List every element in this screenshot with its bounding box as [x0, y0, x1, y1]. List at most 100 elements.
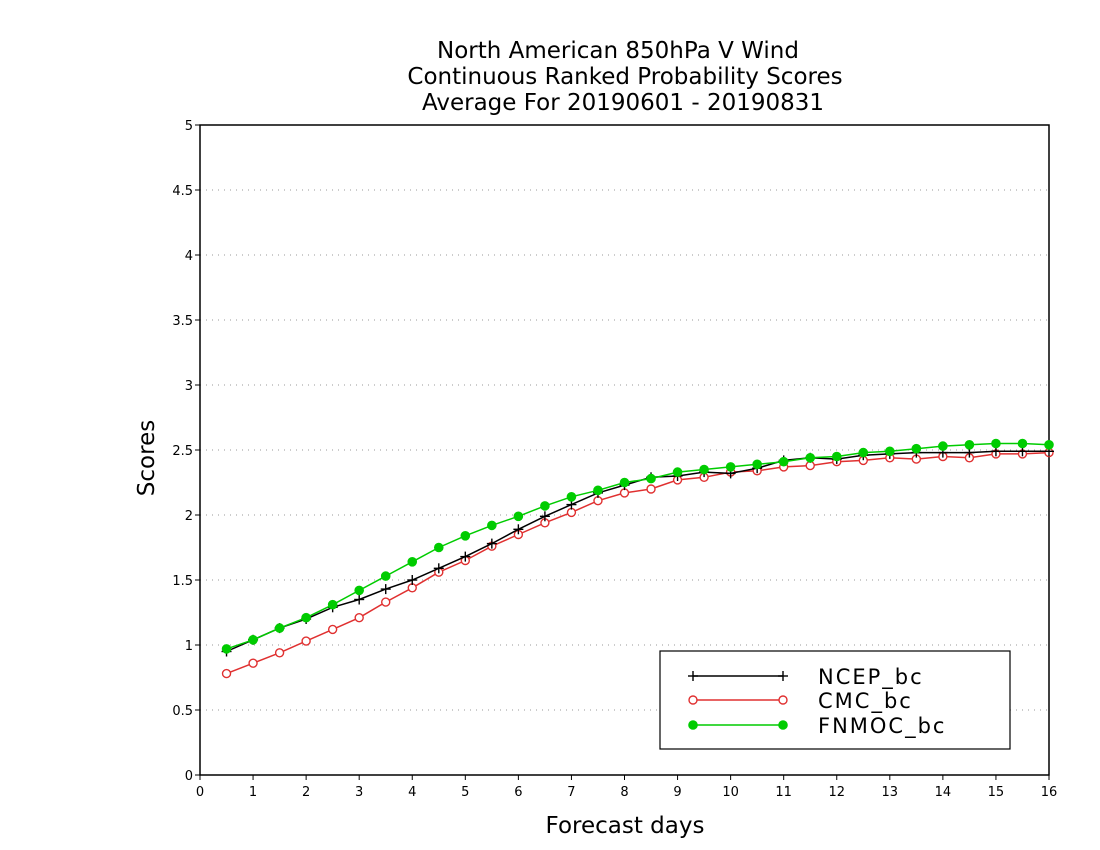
legend-item-FNMOC_bc: FNMOC_bc	[688, 714, 944, 739]
data-point	[911, 443, 922, 454]
legend-item-NCEP_bc: NCEP_bc	[688, 665, 924, 690]
data-point	[938, 441, 948, 451]
data-point	[460, 531, 471, 541]
y-tick-label: 3.5	[172, 314, 193, 329]
data-point	[381, 597, 391, 607]
x-tick-label: 2	[302, 785, 310, 800]
data-point	[566, 507, 577, 518]
y-tick-label: 0.5	[172, 704, 193, 719]
series-line	[226, 442, 1050, 650]
data-point	[221, 644, 232, 654]
data-point	[460, 551, 471, 562]
x-tick-label: 14	[935, 785, 952, 800]
data-point	[566, 492, 577, 502]
y-axis-label: Scores	[134, 420, 160, 496]
x-tick-label: 12	[828, 785, 845, 800]
data-point	[1044, 440, 1054, 450]
data-point	[672, 467, 683, 477]
chart-title-line-2: Continuous Ranked Probability Scores	[407, 64, 842, 90]
y-tick-label: 1.5	[172, 574, 193, 589]
data-point	[593, 496, 603, 506]
data-point	[540, 501, 550, 511]
data-point	[646, 484, 656, 494]
series-line	[226, 451, 1050, 675]
x-tick-label: 8	[620, 785, 628, 800]
y-tick-label: 1	[185, 639, 193, 654]
data-point	[831, 451, 842, 462]
y-tick-label: 2	[185, 509, 193, 524]
data-point	[991, 438, 1001, 449]
data-point	[646, 473, 656, 484]
x-tick-label: 3	[355, 785, 363, 800]
data-point	[274, 623, 285, 633]
data-point	[327, 624, 338, 635]
data-point	[380, 571, 391, 581]
data-point	[513, 524, 524, 535]
chart-title-line-3: Average For 20190601 - 20190831	[422, 90, 824, 116]
series-FNMOC_bc	[221, 438, 1054, 654]
data-point	[301, 612, 311, 623]
chart-title-line-1: North American 850hPa V Wind	[437, 38, 799, 64]
y-axis: 0 0.5 1 1.5 2 2.5 3 3.5 4 4.5 5	[172, 119, 200, 784]
x-tick-label: 15	[988, 785, 1005, 800]
data-point	[354, 594, 365, 605]
data-point	[805, 453, 816, 463]
series-group	[221, 438, 1054, 679]
y-tick-label: 5	[185, 119, 193, 134]
data-point	[513, 511, 524, 522]
data-point	[885, 446, 895, 457]
data-point	[1017, 438, 1028, 449]
data-point	[778, 456, 789, 467]
data-point	[248, 658, 258, 668]
x-tick-label: 10	[722, 785, 739, 800]
x-tick-label: 4	[408, 785, 416, 800]
x-tick-label: 1	[249, 785, 257, 800]
y-tick-label: 2.5	[172, 444, 193, 459]
x-tick-label: 9	[673, 785, 681, 800]
series-CMC_bc	[221, 447, 1054, 679]
legend-marker	[778, 671, 788, 681]
data-point	[593, 485, 603, 496]
data-point	[433, 563, 444, 574]
data-point	[380, 584, 391, 595]
y-tick-label: 4.5	[172, 184, 193, 199]
y-tick-label: 0	[185, 769, 193, 784]
data-point	[274, 648, 285, 658]
legend-marker	[688, 695, 698, 705]
data-point	[699, 464, 709, 475]
data-point	[354, 613, 364, 623]
legend-marker	[688, 720, 698, 730]
x-tick-label: 13	[882, 785, 899, 800]
legend-item-CMC_bc: CMC_bc	[688, 689, 913, 714]
legend-label: NCEP_bc	[818, 665, 924, 690]
data-point	[433, 542, 444, 553]
data-point	[725, 462, 736, 472]
legend-label: CMC_bc	[818, 689, 913, 714]
data-point	[858, 447, 869, 458]
x-tick-label: 6	[514, 785, 522, 800]
data-point	[964, 440, 975, 450]
data-point	[407, 557, 418, 567]
legend-marker	[778, 695, 788, 705]
series-NCEP_bc	[221, 446, 1054, 657]
data-point	[752, 459, 762, 470]
data-point	[354, 585, 364, 596]
x-axis-label: Forecast days	[546, 813, 705, 839]
data-point	[487, 520, 497, 531]
x-axis: 0 1 2 3 4 5 6 7 8 9 10 11 12 13 14 15 16	[196, 775, 1057, 800]
y-tick-label: 3	[185, 379, 193, 394]
x-tick-label: 16	[1041, 785, 1058, 800]
data-point	[486, 538, 497, 549]
legend-box	[659, 650, 1011, 750]
data-point	[619, 477, 630, 488]
data-point	[221, 668, 232, 679]
legend-marker	[688, 671, 698, 681]
data-point	[539, 511, 550, 522]
x-tick-label: 11	[775, 785, 792, 800]
x-tick-label: 5	[461, 785, 469, 800]
data-point	[248, 635, 258, 645]
data-point	[327, 599, 338, 610]
data-point	[407, 575, 418, 585]
